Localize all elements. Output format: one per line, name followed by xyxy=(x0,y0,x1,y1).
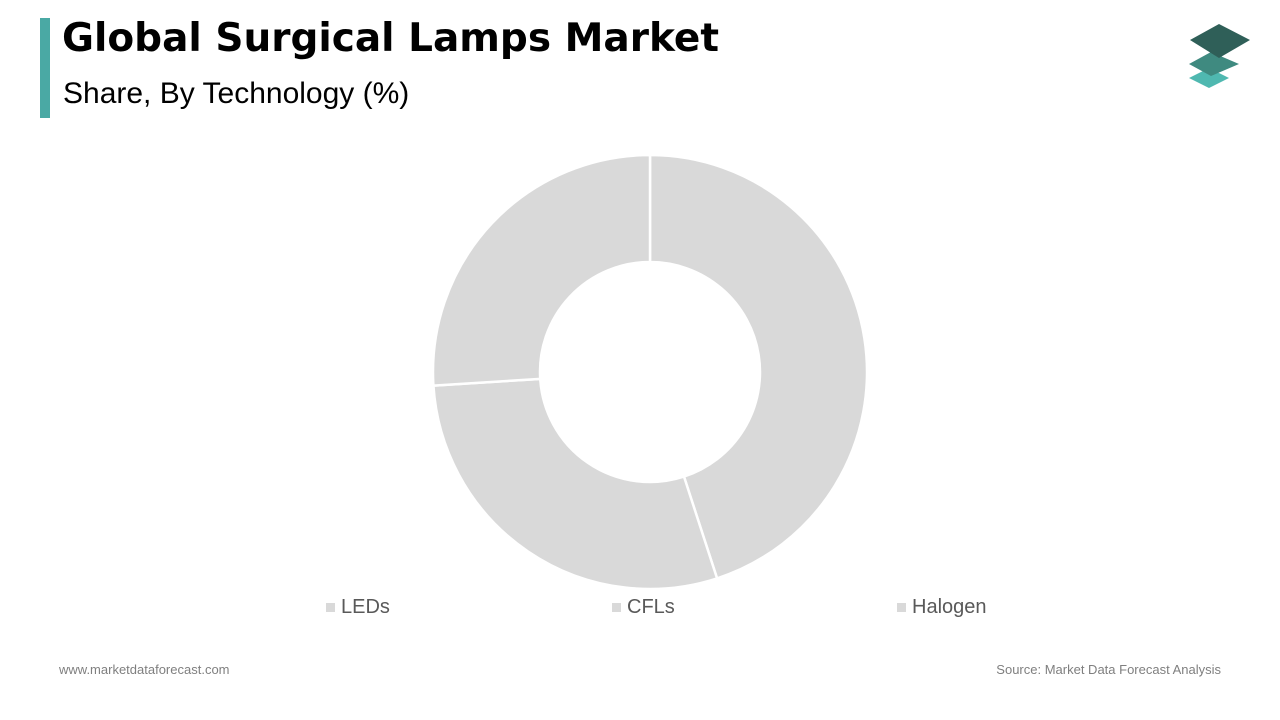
page-subtitle: Share, By Technology (%) xyxy=(63,77,410,110)
legend-item-leds: LEDs xyxy=(326,596,390,619)
legend-swatch xyxy=(326,603,335,612)
legend-label: LEDs xyxy=(341,596,390,618)
donut-slice-halogen xyxy=(431,153,652,387)
title-accent-bar xyxy=(40,18,50,118)
legend-swatch xyxy=(897,603,906,612)
donut-slice-cfls xyxy=(432,377,719,591)
logo-layer-bottom xyxy=(1189,68,1229,88)
donut-slice-leds xyxy=(648,153,869,580)
logo-layer-middle xyxy=(1189,52,1239,76)
footer-website: www.marketdataforecast.com xyxy=(59,662,230,677)
chart-legend: LEDs CFLs Halogen xyxy=(0,596,1280,622)
legend-label: CFLs xyxy=(627,596,675,618)
footer-source: Source: Market Data Forecast Analysis xyxy=(996,662,1221,677)
legend-item-halogen: Halogen xyxy=(897,596,987,619)
legend-label: Halogen xyxy=(912,596,987,618)
legend-swatch xyxy=(612,603,621,612)
legend-item-cfls: CFLs xyxy=(612,596,675,619)
stacked-layers-logo-icon xyxy=(1189,24,1250,88)
page-title: Global Surgical Lamps Market xyxy=(62,16,719,61)
donut-chart xyxy=(431,153,869,591)
logo-layer-top xyxy=(1190,24,1250,58)
